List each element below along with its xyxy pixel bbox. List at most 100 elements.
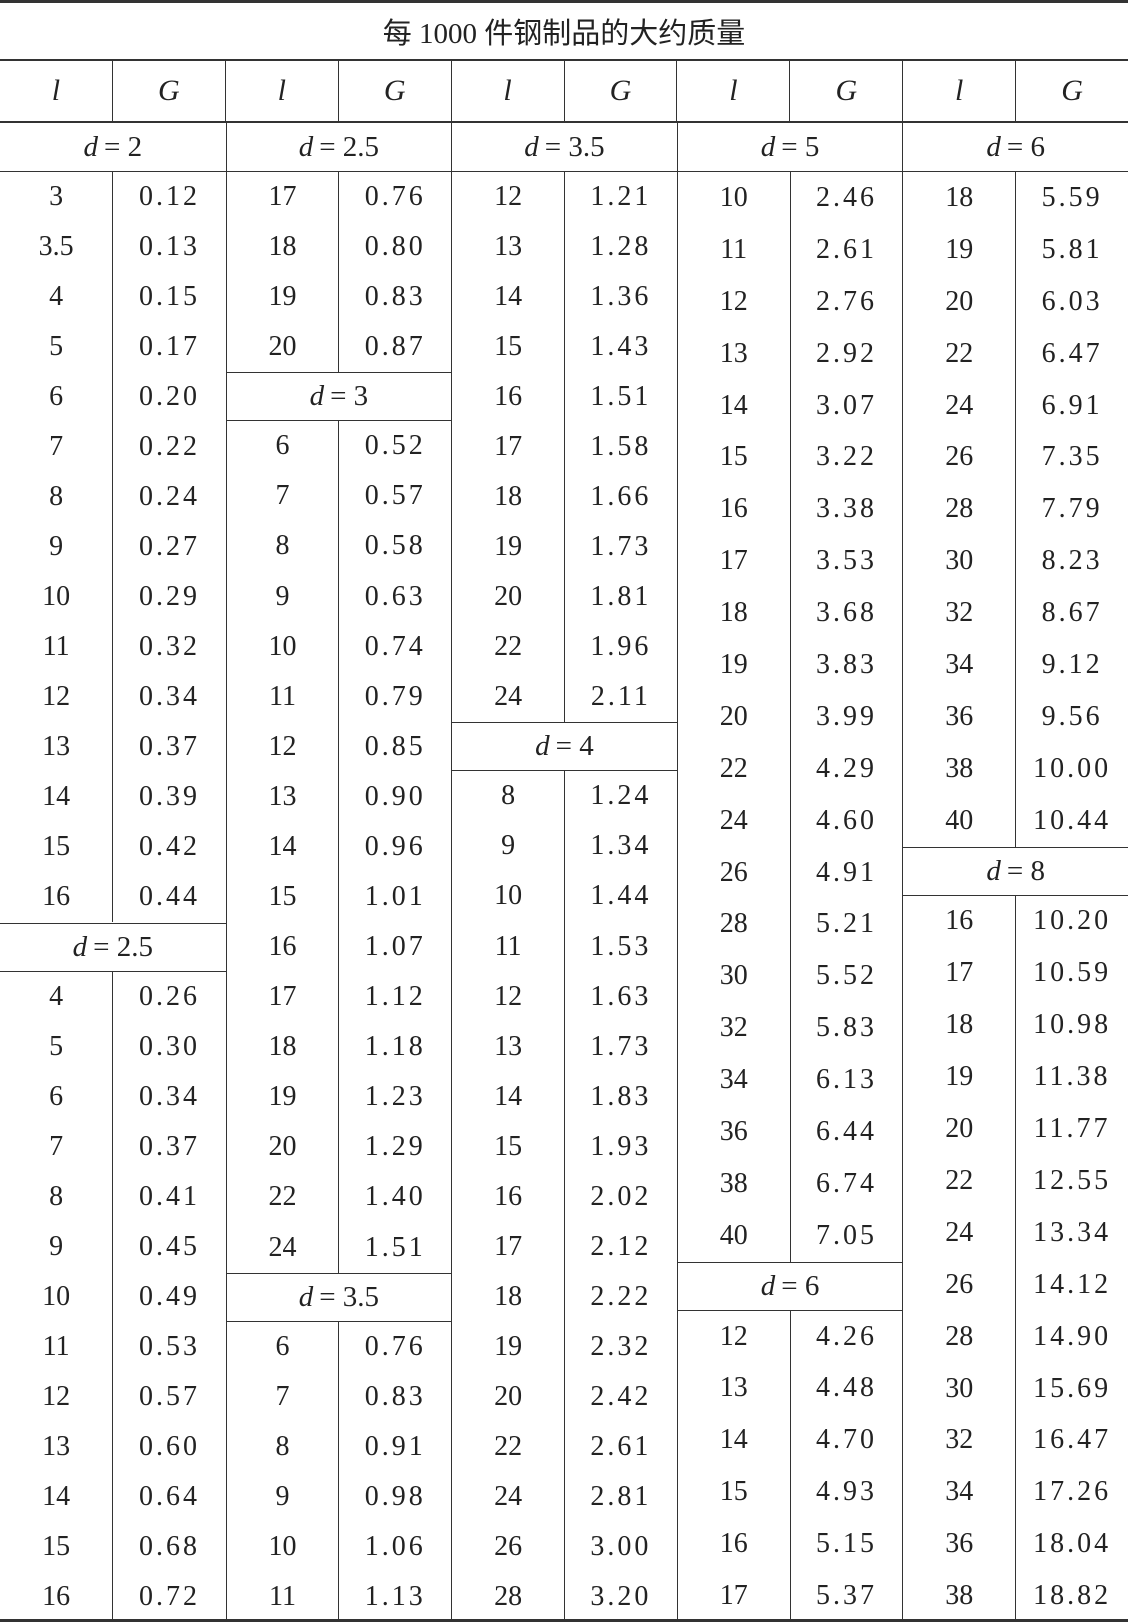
mass-cell: 1.13 <box>338 1571 451 1622</box>
table-row: 8 0.41 <box>0 1171 226 1222</box>
length-cell: 15 <box>719 441 748 473</box>
mass-cell: 0.29 <box>112 572 225 623</box>
length-cell: 38 <box>945 1580 974 1612</box>
table-row: 26 4.91 <box>678 846 903 899</box>
mass-cell: 0.96 <box>338 821 451 872</box>
mass-cell: 1.23 <box>338 1072 451 1123</box>
table-row: 24 13.34 <box>903 1206 1128 1259</box>
mass-cell: 0.83 <box>338 272 451 323</box>
length-cell: 6 <box>275 1330 290 1362</box>
table-row: 22 4.29 <box>678 742 903 795</box>
length-cell: 20 <box>945 1113 974 1145</box>
mass-cell: 0.52 <box>338 421 451 472</box>
table-row: 18 5.59 <box>903 172 1128 224</box>
table-row: 17 1.58 <box>452 422 677 473</box>
table-row: 38 18.82 <box>903 1570 1128 1622</box>
mass-cell: 10.20 <box>1015 895 1128 948</box>
length-cell: 38 <box>719 1167 748 1199</box>
table-row: 13 0.37 <box>0 722 226 773</box>
mass-cell: 5.15 <box>789 1518 903 1571</box>
length-cell: 16 <box>42 1580 71 1612</box>
mass-cell: 9.56 <box>1015 690 1128 743</box>
mass-cell: 1.34 <box>563 821 677 872</box>
mass-cell: 1.53 <box>563 921 677 972</box>
mass-cell: 4.26 <box>789 1310 903 1363</box>
table-row: 6 0.52 <box>227 421 452 472</box>
table-row: 10 1.06 <box>227 1521 452 1572</box>
length-cell: 17 <box>268 981 297 1013</box>
length-cell: 8 <box>275 530 290 562</box>
mass-cell: 0.34 <box>112 1071 225 1122</box>
diameter-value: = 3.5 <box>319 1280 380 1313</box>
table-title: 每 1000 件钢制品的大约质量 <box>0 3 1128 61</box>
mass-cell: 1.01 <box>338 871 451 923</box>
length-cell: 17 <box>268 181 297 213</box>
length-cell: 8 <box>501 780 516 812</box>
length-cell: 32 <box>945 1424 974 1456</box>
table-row: 20 1.81 <box>452 572 677 623</box>
length-cell: 19 <box>719 648 748 680</box>
mass-cell: 2.81 <box>563 1471 677 1522</box>
table-row: 4 0.15 <box>0 272 226 323</box>
diameter-header: d = 6 <box>903 123 1128 172</box>
length-cell: 24 <box>945 389 974 421</box>
length-cell: 15 <box>268 881 297 913</box>
length-cell: 18 <box>494 481 523 513</box>
table-row: 15 4.93 <box>678 1466 903 1519</box>
mass-cell: 0.34 <box>112 672 225 723</box>
mass-cell: 4.70 <box>789 1414 903 1467</box>
length-cell: 11 <box>42 631 70 663</box>
length-cell: 6 <box>275 430 290 462</box>
length-cell: 14 <box>42 781 71 813</box>
mass-cell: 5.21 <box>789 898 903 951</box>
mass-cell: 18.04 <box>1015 1518 1128 1571</box>
mass-cell: 8.67 <box>1015 587 1128 640</box>
length-cell: 17 <box>494 1230 523 1262</box>
length-cell: 5 <box>49 331 64 363</box>
table-row: 14 1.36 <box>452 272 677 323</box>
table-row: 15 0.42 <box>0 822 226 873</box>
mass-cell: 5.83 <box>789 1002 903 1055</box>
table-row: 19 11.38 <box>903 1051 1128 1104</box>
table-row: 24 6.91 <box>903 379 1128 432</box>
mass-cell: 11.38 <box>1015 1051 1128 1104</box>
length-cell: 7 <box>49 1130 64 1162</box>
mass-cell: 2.61 <box>789 223 903 276</box>
mass-cell: 0.87 <box>338 322 451 373</box>
header-g: G <box>337 61 451 121</box>
length-cell: 17 <box>945 957 974 989</box>
diameter-section: d = 2.5 17 0.76 18 0.80 19 0.83 20 0.87 <box>226 123 452 373</box>
d-symbol: d <box>760 130 776 163</box>
header-g: G <box>111 61 225 121</box>
mass-cell: 0.79 <box>338 671 451 722</box>
mass-cell: 1.58 <box>563 422 677 473</box>
mass-cell: 14.12 <box>1015 1258 1128 1311</box>
length-cell: 20 <box>268 331 297 363</box>
length-cell: 18 <box>268 231 297 263</box>
length-cell: 36 <box>719 1115 748 1147</box>
mass-cell: 0.44 <box>112 872 225 923</box>
length-cell: 19 <box>268 281 297 313</box>
table-row: 22 1.96 <box>452 622 677 673</box>
diameter-section: d = 8 16 10.20 17 10.59 18 10.98 19 11.38 20 11.77 2… <box>903 846 1128 1622</box>
length-cell: 6 <box>49 1080 64 1112</box>
mass-cell: 2.76 <box>789 275 903 328</box>
table-row: 18 10.98 <box>903 999 1128 1052</box>
table-row: 18 2.22 <box>452 1271 677 1322</box>
diameter-value: = 4 <box>555 730 594 763</box>
table-row: 10 0.29 <box>0 572 226 623</box>
table-row: 32 5.83 <box>678 1002 903 1055</box>
table-row: 18 1.66 <box>452 472 677 523</box>
table-row: 16 0.44 <box>0 872 226 923</box>
mass-cell: 0.15 <box>112 272 225 323</box>
mass-cell: 4.93 <box>789 1466 903 1519</box>
diameter-value: = 2 <box>103 130 143 163</box>
table-row: 28 3.20 <box>452 1571 677 1622</box>
mass-cell: 1.21 <box>563 172 677 223</box>
length-cell: 28 <box>719 908 748 940</box>
length-cell: 24 <box>268 1231 297 1263</box>
mass-cell: 4.91 <box>789 846 903 899</box>
table-row: 11 0.32 <box>0 622 226 673</box>
table-row: 15 1.43 <box>452 322 677 373</box>
mass-cell: 6.47 <box>1015 327 1128 380</box>
